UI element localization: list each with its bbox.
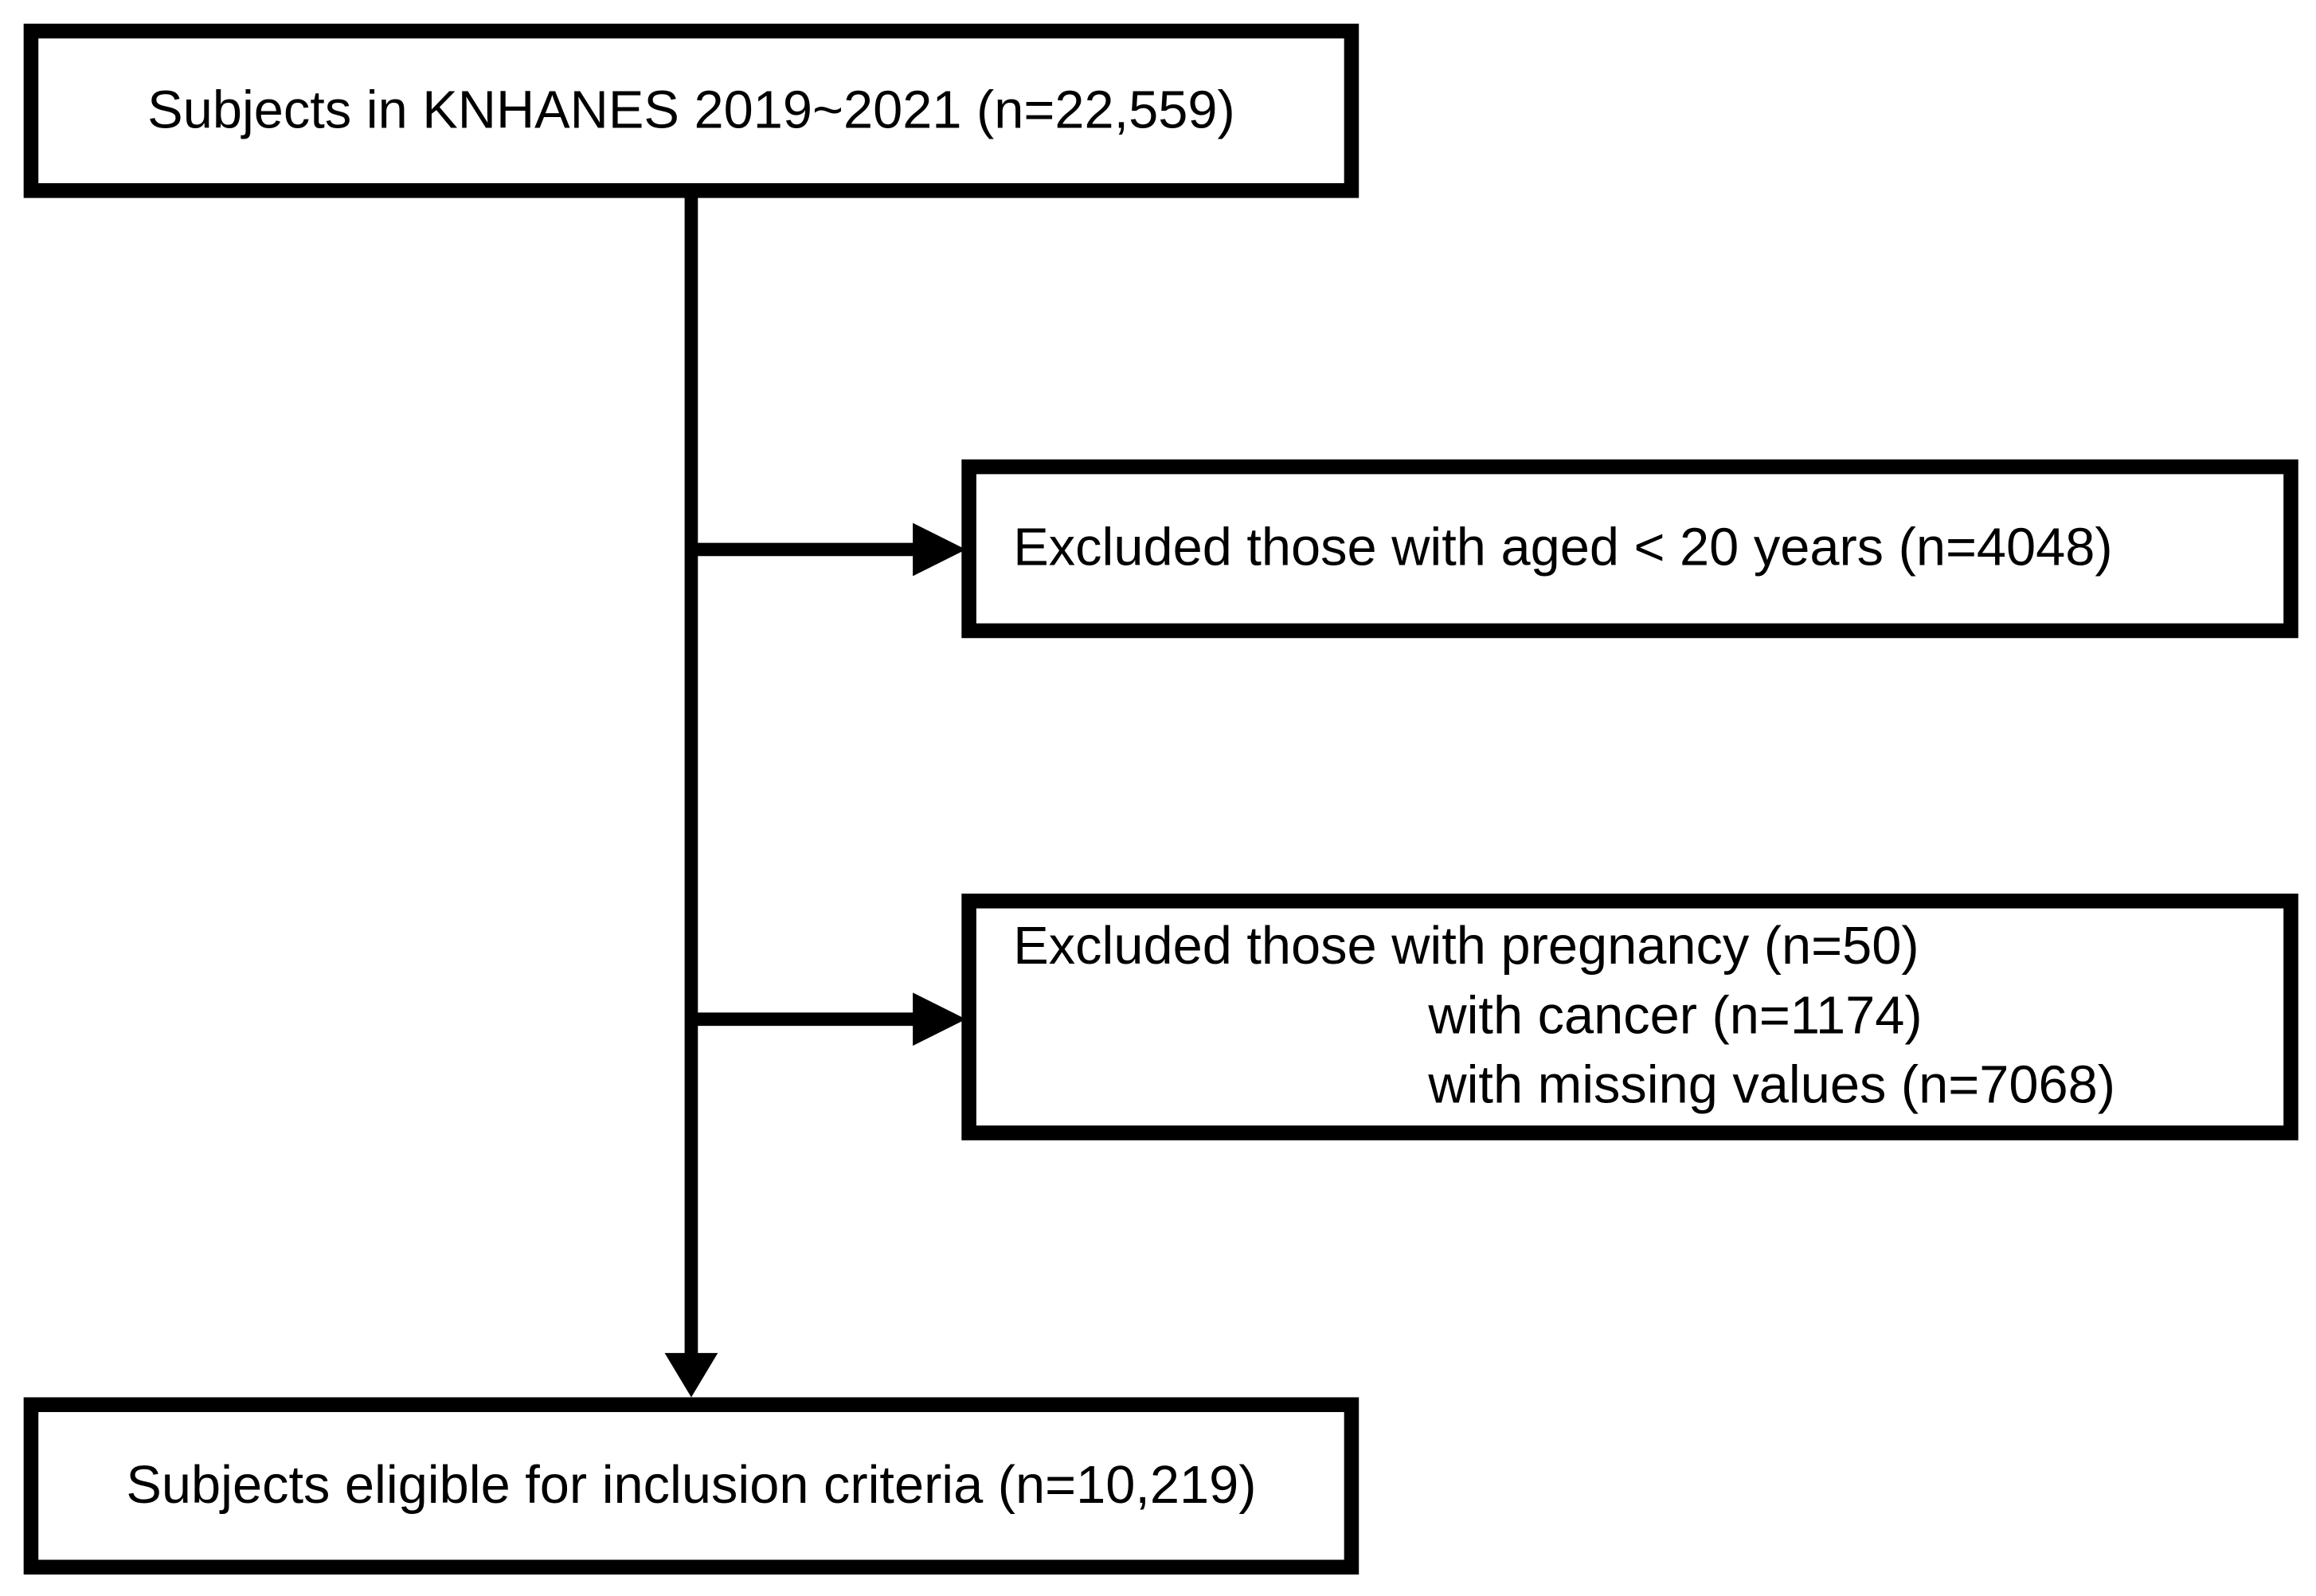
node-label: with missing values (n=7068) — [1427, 1056, 2115, 1115]
node-box — [23, 1397, 1359, 1575]
node-label: with cancer (n=1174) — [1427, 986, 1922, 1045]
arrowhead — [664, 1352, 718, 1398]
node-label: Excluded those with pregnancy (n=50) — [1013, 917, 1919, 976]
node-box — [23, 23, 1359, 198]
node-label: Subjects eligible for inclusion criteria… — [126, 1456, 1256, 1515]
node-label: Subjects in KNHANES 2019~2021 (n=22,559) — [147, 81, 1235, 140]
node-box — [961, 459, 2298, 639]
node-label: Excluded those with aged < 20 years (n=4… — [1013, 518, 2112, 577]
node-box — [961, 894, 2298, 1140]
arrowhead — [913, 522, 966, 577]
arrowhead — [913, 992, 966, 1046]
